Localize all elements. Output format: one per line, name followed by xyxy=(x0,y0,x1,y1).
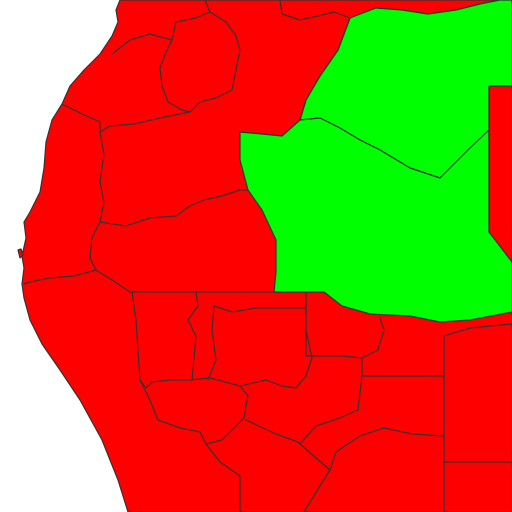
country-borders xyxy=(23,0,512,512)
highlighted-region-south[interactable] xyxy=(239,117,512,323)
coastal-island xyxy=(17,248,24,259)
